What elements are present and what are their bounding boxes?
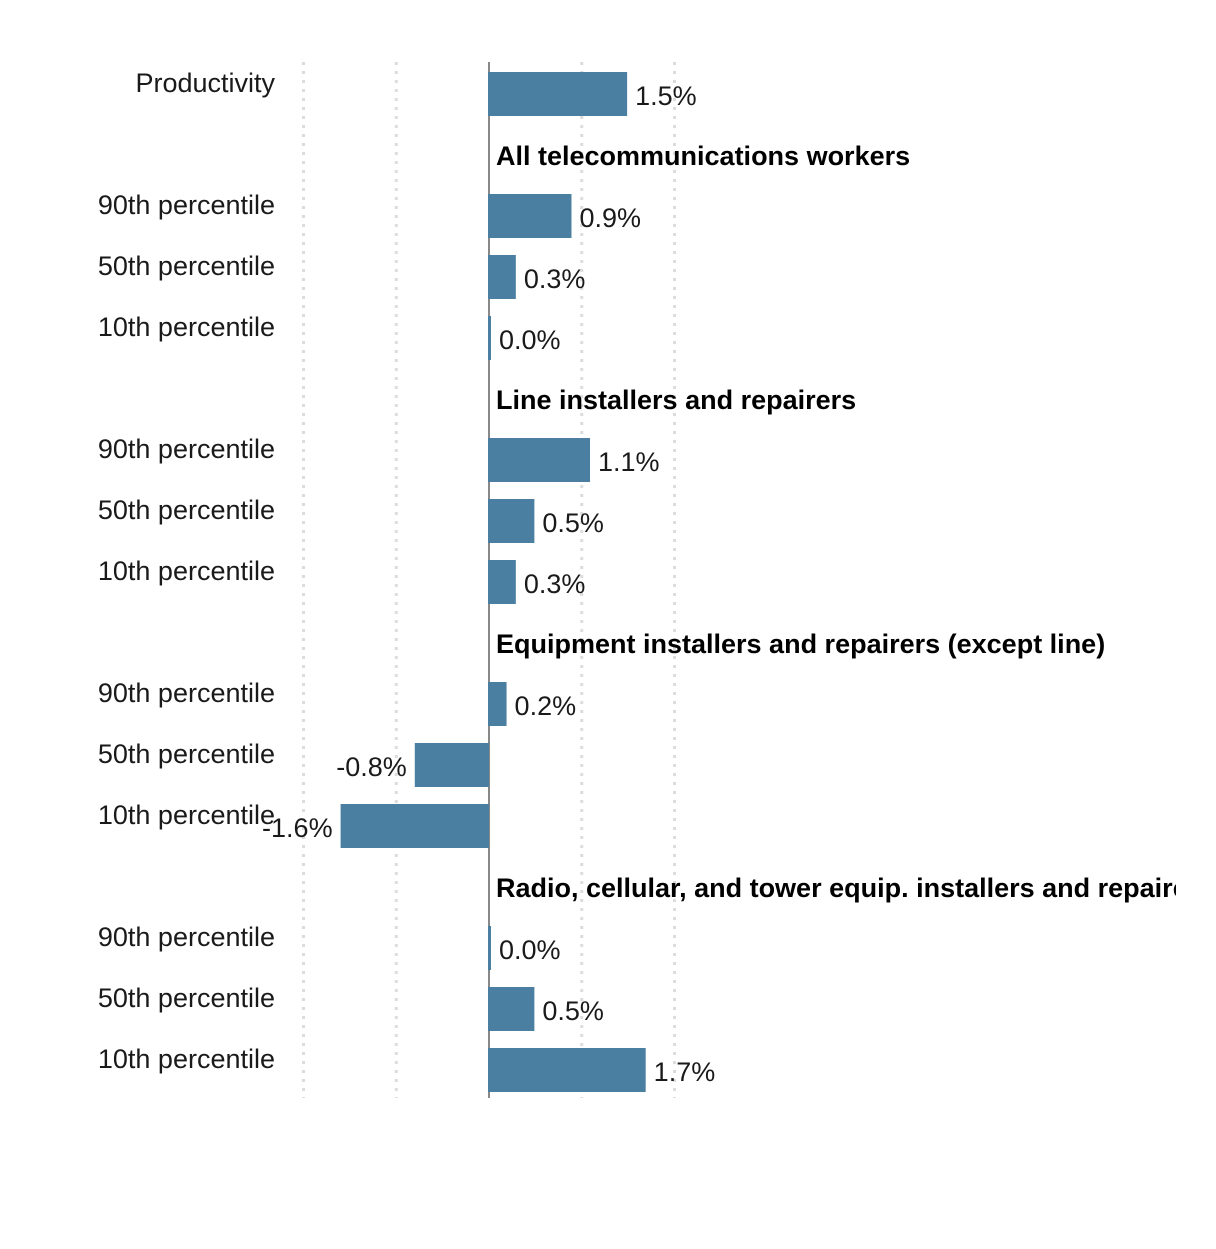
value-label: 0.0% [499, 935, 561, 965]
category-label: 90th percentile [98, 434, 275, 464]
bars [340, 72, 646, 1092]
value-label: -0.8% [336, 752, 407, 782]
value-label: 0.5% [542, 996, 604, 1026]
group-header: Line installers and repairers [496, 385, 856, 415]
bar [488, 438, 591, 482]
value-label: 0.0% [499, 325, 561, 355]
category-label: 90th percentile [98, 678, 275, 708]
category-label: 90th percentile [98, 922, 275, 952]
group-header: Radio, cellular, and tower equip. instal… [496, 873, 1213, 903]
value-label: 1.5% [635, 81, 697, 111]
category-label: 10th percentile [98, 800, 275, 830]
value-label: -1.6% [262, 813, 333, 843]
value-label: 0.2% [515, 691, 577, 721]
category-label: 50th percentile [98, 251, 275, 281]
bar [488, 255, 516, 299]
bar [414, 743, 489, 787]
value-label: 0.5% [542, 508, 604, 538]
bar [488, 499, 535, 543]
bar [488, 1048, 646, 1092]
bar [488, 72, 628, 116]
category-label: 10th percentile [98, 556, 275, 586]
gridlines [302, 62, 676, 1098]
labels: Productivity 1.5% All telecommunications w… [98, 68, 1213, 1087]
category-label: 50th percentile [98, 739, 275, 769]
value-label: 1.1% [598, 447, 660, 477]
category-label: Productivity [135, 68, 275, 98]
value-label: 1.7% [654, 1057, 716, 1087]
value-label: 0.9% [579, 203, 641, 233]
bar [488, 560, 516, 604]
category-label: 50th percentile [98, 983, 275, 1013]
value-label: 0.3% [524, 264, 586, 294]
group-header: All telecommunications workers [496, 141, 910, 171]
bar [340, 804, 489, 848]
bar [488, 316, 491, 360]
category-label: 10th percentile [98, 312, 275, 342]
category-label: 90th percentile [98, 190, 275, 220]
category-label: 10th percentile [98, 1044, 275, 1074]
bar [488, 987, 535, 1031]
bar [488, 926, 491, 970]
value-label: 0.3% [524, 569, 586, 599]
group-header: Equipment installers and repairers (exce… [496, 629, 1105, 659]
bar [488, 682, 507, 726]
bar [488, 194, 572, 238]
category-label: 50th percentile [98, 495, 275, 525]
